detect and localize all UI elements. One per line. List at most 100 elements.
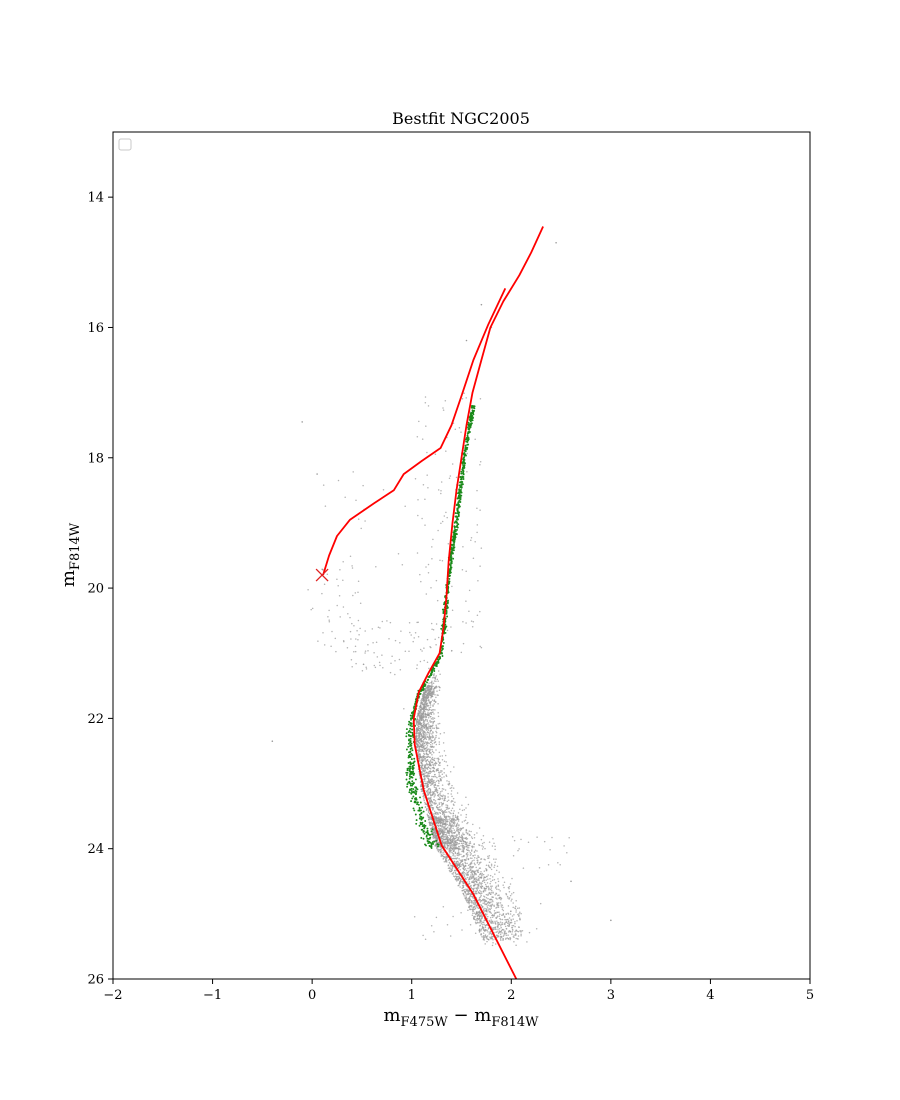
star-point bbox=[472, 880, 474, 882]
member-star-point bbox=[448, 577, 451, 580]
star-point bbox=[431, 756, 434, 759]
star-point bbox=[377, 626, 380, 628]
member-star-point bbox=[422, 830, 425, 833]
star-point bbox=[424, 769, 427, 772]
star-point bbox=[425, 593, 428, 595]
star-point bbox=[507, 905, 510, 907]
member-star-point bbox=[407, 731, 410, 733]
y-tick-label: 16 bbox=[87, 321, 104, 336]
member-star-point bbox=[425, 834, 428, 837]
star-point bbox=[503, 881, 506, 884]
star-point bbox=[471, 837, 474, 840]
star-point bbox=[479, 876, 481, 879]
star-point bbox=[473, 850, 476, 853]
star-point bbox=[435, 623, 438, 625]
member-star-point bbox=[463, 449, 466, 452]
star-point bbox=[433, 691, 435, 693]
member-star-point bbox=[462, 463, 464, 466]
star-point bbox=[323, 583, 326, 585]
star-point bbox=[430, 796, 432, 798]
member-star-point bbox=[409, 782, 412, 785]
star-point bbox=[427, 755, 430, 758]
star-point bbox=[480, 858, 482, 860]
star-point bbox=[424, 775, 427, 777]
star-point bbox=[478, 913, 480, 915]
star-point bbox=[490, 887, 493, 889]
star-point bbox=[471, 904, 473, 907]
star-point bbox=[432, 708, 435, 711]
star-point bbox=[418, 732, 420, 735]
star-point bbox=[517, 913, 519, 916]
star-point bbox=[438, 827, 440, 829]
star-point bbox=[476, 871, 479, 873]
star-point bbox=[465, 838, 468, 840]
star-point bbox=[351, 665, 353, 668]
star-point bbox=[518, 926, 520, 929]
star-point bbox=[437, 703, 439, 705]
star-point bbox=[448, 807, 451, 809]
member-star-point bbox=[459, 491, 462, 494]
star-point bbox=[441, 759, 444, 761]
star-point bbox=[388, 638, 390, 640]
star-point bbox=[451, 818, 453, 820]
star-point bbox=[495, 858, 497, 860]
star-point bbox=[420, 698, 423, 701]
star-point bbox=[446, 818, 448, 821]
star-point bbox=[480, 904, 482, 906]
star-point bbox=[429, 790, 432, 792]
star-point bbox=[467, 821, 469, 824]
star-point bbox=[493, 914, 495, 917]
star-point bbox=[437, 760, 440, 763]
star-point bbox=[502, 939, 504, 941]
star-point bbox=[426, 727, 428, 729]
star-point bbox=[424, 708, 427, 711]
member-star-point bbox=[411, 754, 414, 757]
star-point bbox=[463, 869, 466, 871]
star-point bbox=[429, 704, 432, 706]
star-point bbox=[421, 758, 423, 760]
star-point bbox=[557, 862, 559, 864]
star-point bbox=[472, 823, 474, 826]
star-point bbox=[433, 785, 435, 787]
star-point bbox=[442, 409, 445, 411]
star-point bbox=[419, 722, 421, 725]
star-point bbox=[507, 931, 510, 933]
member-star-point bbox=[465, 440, 468, 443]
star-point bbox=[415, 721, 418, 723]
star-point bbox=[549, 849, 551, 851]
star-point bbox=[419, 648, 422, 651]
star-point bbox=[504, 922, 507, 924]
star-point bbox=[474, 890, 477, 893]
star-point bbox=[520, 930, 522, 932]
star-point bbox=[479, 645, 481, 648]
star-point bbox=[491, 937, 494, 940]
star-point bbox=[434, 701, 437, 703]
star-point bbox=[462, 855, 465, 857]
star-point bbox=[464, 897, 466, 899]
star-point bbox=[476, 922, 478, 924]
star-point bbox=[352, 594, 354, 597]
star-point bbox=[487, 904, 490, 906]
star-point bbox=[435, 811, 438, 814]
star-point bbox=[422, 692, 425, 694]
star-point bbox=[430, 784, 432, 787]
star-point bbox=[491, 927, 493, 929]
star-point bbox=[427, 709, 430, 711]
member-star-point bbox=[458, 495, 461, 498]
star-point bbox=[430, 696, 432, 699]
star-point bbox=[419, 756, 422, 759]
star-point bbox=[493, 864, 496, 866]
star-point bbox=[472, 866, 474, 868]
x-tick-label: 1 bbox=[408, 988, 416, 1003]
star-point bbox=[416, 552, 419, 554]
member-star-point bbox=[409, 717, 412, 720]
member-star-point bbox=[410, 718, 412, 721]
star-point bbox=[555, 241, 557, 244]
star-point bbox=[362, 663, 365, 666]
star-point bbox=[441, 790, 443, 792]
star-point bbox=[433, 831, 435, 833]
star-point bbox=[451, 807, 454, 809]
star-point bbox=[430, 713, 432, 715]
member-star-point bbox=[467, 439, 470, 442]
star-point bbox=[420, 745, 422, 748]
